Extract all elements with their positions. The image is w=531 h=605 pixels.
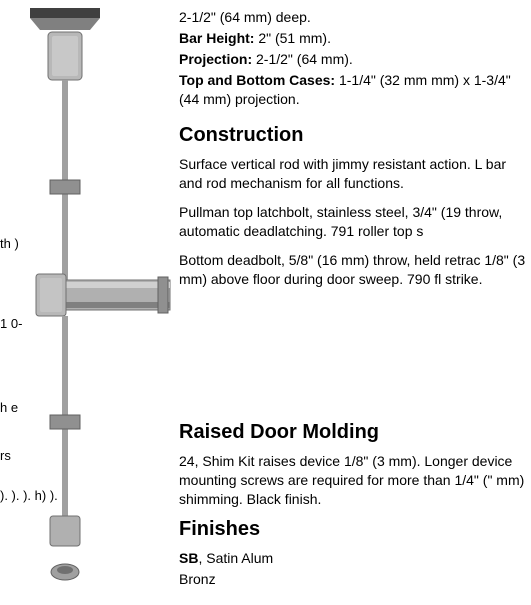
finish-value: , Satin Alum xyxy=(198,550,273,566)
margin-fragment: rs xyxy=(0,448,11,465)
spec-value: 2" (51 mm). xyxy=(254,30,331,46)
spec-top-bottom: Top and Bottom Cases: 1-1/4" (32 mm mm) … xyxy=(179,71,527,109)
margin-fragment: h e xyxy=(0,400,18,417)
heading-finishes: Finishes xyxy=(179,518,527,541)
finish-label: SB xyxy=(179,550,198,566)
spec-label: Bar Height: xyxy=(179,30,254,46)
margin-fragment: th ) xyxy=(0,236,19,253)
construction-p3: Bottom deadbolt, 5/8" (16 mm) throw, hel… xyxy=(179,251,527,289)
spec-value: 2-1/2" (64 mm). xyxy=(252,51,353,67)
spec-label: Projection: xyxy=(179,51,252,67)
spec-projection: Projection: 2-1/2" (64 mm). xyxy=(179,50,527,69)
spec-bar-height: Bar Height: 2" (51 mm). xyxy=(179,29,527,48)
margin-fragment: ). ). ). h) ). xyxy=(0,488,58,505)
heading-construction: Construction xyxy=(179,124,527,147)
raised-body: 24, Shim Kit raises device 1/8" (3 mm). … xyxy=(179,452,527,509)
construction-p2: Pullman top latchbolt, stainless steel, … xyxy=(179,203,527,241)
spec-label: Top and Bottom Cases: xyxy=(179,72,335,88)
margin-fragment: 1 0- xyxy=(0,316,22,333)
text-content: 2-1/2" (64 mm) deep. Bar Height: 2" (51 … xyxy=(175,0,531,591)
construction-p1: Surface vertical rod with jimmy resistan… xyxy=(179,155,527,193)
finish-sb: SB, Satin Alum xyxy=(179,549,527,568)
heading-raised-molding: Raised Door Molding xyxy=(179,421,527,444)
spec-depth: 2-1/2" (64 mm) deep. xyxy=(179,8,527,27)
finish-bronze: Bronz xyxy=(179,570,527,589)
product-image xyxy=(0,0,175,600)
